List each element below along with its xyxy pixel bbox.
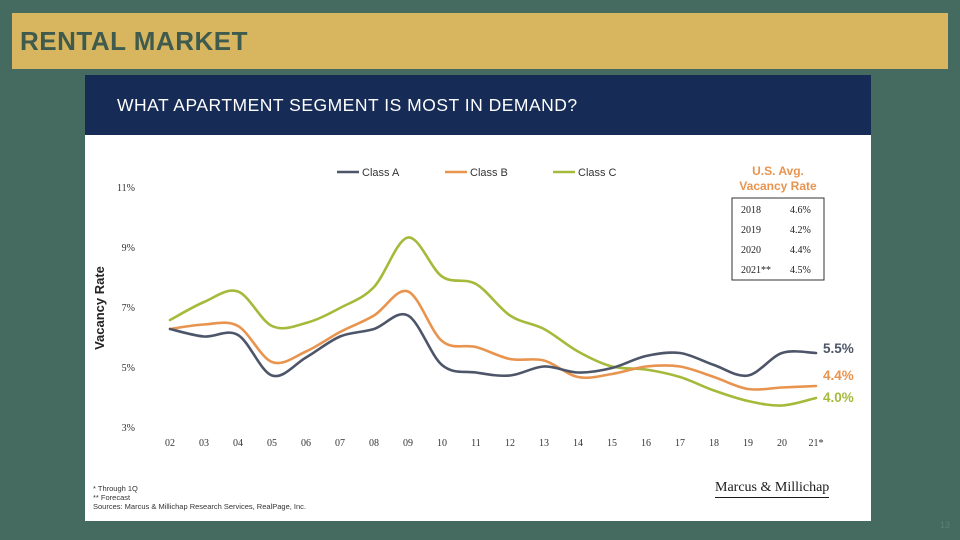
x-tick-label: 04 [233, 438, 243, 449]
chart-header: WHAT APARTMENT SEGMENT IS MOST IN DEMAND… [85, 75, 871, 135]
series-line-class-c [168, 236, 818, 407]
vacancy-table-box [731, 197, 825, 281]
end-label-class-c: 4.0% [823, 390, 854, 405]
vacancy-table-title-1: U.S. Avg. [752, 164, 804, 178]
vacancy-table-year: 2020 [741, 245, 761, 256]
page-number: 13 [939, 520, 950, 530]
end-label-class-b: 4.4% [823, 368, 854, 383]
end-label-class-a: 5.5% [823, 341, 854, 356]
section-title: RENTAL MARKET [20, 25, 248, 56]
vacancy-table-rate: 4.2% [790, 225, 811, 236]
legend-label-class-c: Class C [578, 167, 617, 179]
company-logo: Marcus & Millichap [715, 480, 830, 498]
vacancy-table-year: 2019 [741, 225, 761, 236]
x-tick-label: 02 [165, 438, 175, 449]
vacancy-table-year: 2021** [741, 265, 771, 276]
y-axis-label: Vacancy Rate [92, 266, 107, 350]
x-tick-label: 21* [809, 438, 824, 449]
vacancy-table-title-2: Vacancy Rate [739, 179, 817, 193]
x-tick-label: 13 [539, 438, 549, 449]
section-banner: RENTAL MARKET [12, 13, 948, 69]
x-tick-label: 05 [267, 438, 277, 449]
series-line-class-a [168, 312, 818, 378]
vacancy-table-rate: 4.4% [790, 245, 811, 256]
footnote-through: * Through 1Q [93, 484, 138, 493]
x-tick-label: 16 [641, 438, 651, 449]
footnote-forecast: ** Forecast [93, 493, 131, 502]
x-tick-label: 18 [709, 438, 719, 449]
x-tick-label: 11 [471, 438, 481, 449]
y-tick-label: 7% [122, 303, 135, 314]
x-tick-label: 07 [335, 438, 345, 449]
y-tick-label: 5% [122, 363, 135, 374]
legend-label-class-a: Class A [362, 167, 400, 179]
x-tick-label: 10 [437, 438, 447, 449]
chart-card: WHAT APARTMENT SEGMENT IS MOST IN DEMAND… [85, 75, 871, 521]
legend-label-class-b: Class B [470, 167, 508, 179]
chart-title: WHAT APARTMENT SEGMENT IS MOST IN DEMAND… [117, 94, 578, 115]
vacancy-line-chart: Vacancy Rate 11% 9% 7% 5% 3% 02 03 04 05 06 07 08 09 1… [92, 164, 854, 449]
x-tick-label: 12 [505, 438, 515, 449]
series-line-class-b [168, 289, 818, 391]
vacancy-table-year: 2018 [741, 205, 761, 216]
x-tick-label: 03 [199, 438, 209, 449]
x-tick-label: 19 [743, 438, 753, 449]
y-tick-label: 11% [117, 183, 135, 194]
x-tick-label: 20 [777, 438, 787, 449]
x-tick-label: 09 [403, 438, 413, 449]
vacancy-table-rate: 4.5% [790, 265, 811, 276]
x-tick-label: 15 [607, 438, 617, 449]
y-tick-label: 3% [122, 423, 135, 434]
footnote-sources: Sources: Marcus & Millichap Research Ser… [93, 502, 307, 511]
x-tick-label: 17 [675, 438, 685, 449]
y-tick-label: 9% [122, 243, 135, 254]
x-tick-label: 06 [301, 438, 311, 449]
x-tick-label: 14 [573, 438, 583, 449]
x-tick-label: 08 [369, 438, 379, 449]
vacancy-table-rate: 4.6% [790, 205, 811, 216]
